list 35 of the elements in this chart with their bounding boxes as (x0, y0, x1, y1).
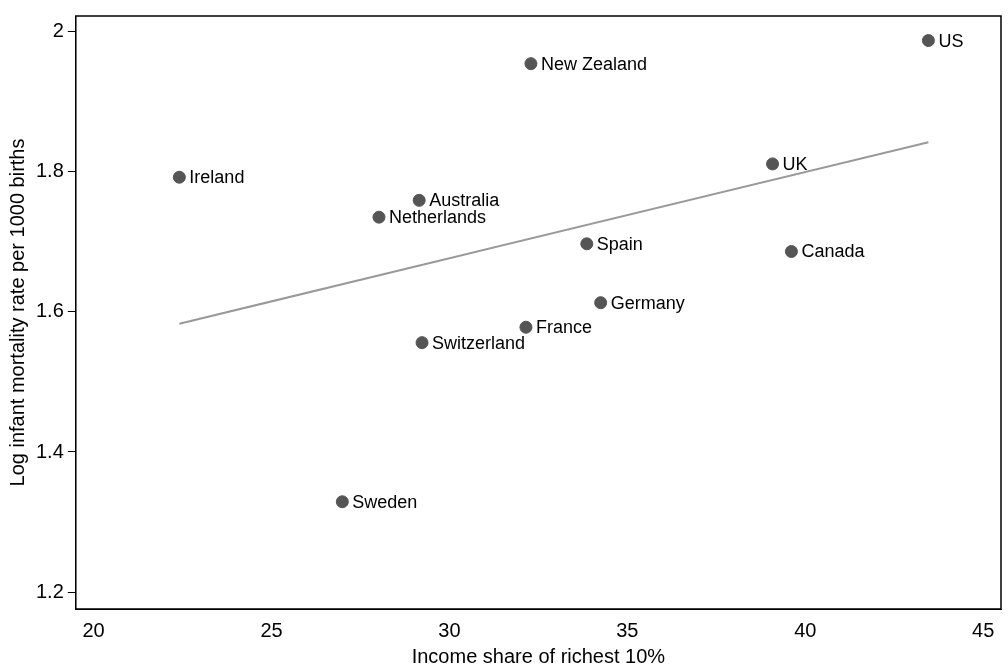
point (784, 245, 798, 259)
x-tick-label: 35 (616, 618, 639, 641)
annotation: Ireland (189, 167, 245, 188)
point (372, 210, 386, 224)
point (519, 320, 533, 334)
x-tick-label: 20 (82, 618, 105, 641)
annotation: Switzerland (432, 332, 526, 353)
point (921, 34, 935, 48)
y-tick-label: 2 (52, 18, 64, 41)
annotation: Canada (801, 241, 866, 262)
point (335, 495, 349, 509)
annotation: Germany (610, 292, 685, 313)
x-tick-label: 30 (438, 618, 461, 641)
point (415, 336, 429, 350)
x-tick-label: 25 (260, 618, 283, 641)
annotation: UK (782, 153, 808, 174)
annotation: France (535, 317, 592, 338)
x-tick-label: 40 (794, 618, 817, 641)
y-tick-label: 1.2 (35, 579, 64, 602)
point (412, 193, 426, 207)
annotation: Sweden (352, 491, 418, 512)
point (172, 170, 186, 184)
y-tick-label: 1.4 (35, 439, 64, 462)
x-axis-title: Income share of richest 10% (411, 644, 666, 667)
point (594, 296, 608, 310)
point (524, 57, 538, 71)
annotation: Spain (596, 233, 643, 254)
x-tick-label: 45 (972, 618, 995, 641)
annotation: New Zealand (540, 53, 647, 74)
annotation: US (938, 30, 964, 51)
point (580, 237, 594, 251)
y-axis-title: Log infant mortality rate per 1000 births (5, 138, 28, 487)
point (766, 157, 780, 171)
y-tick-label: 1.6 (35, 299, 64, 322)
y-tick-label: 1.8 (35, 159, 64, 182)
